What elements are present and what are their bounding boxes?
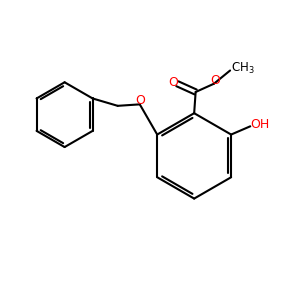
Text: O: O	[135, 94, 145, 107]
Text: O: O	[210, 74, 220, 87]
Text: CH$_3$: CH$_3$	[231, 61, 254, 76]
Text: OH: OH	[250, 118, 269, 131]
Text: O: O	[169, 76, 178, 89]
